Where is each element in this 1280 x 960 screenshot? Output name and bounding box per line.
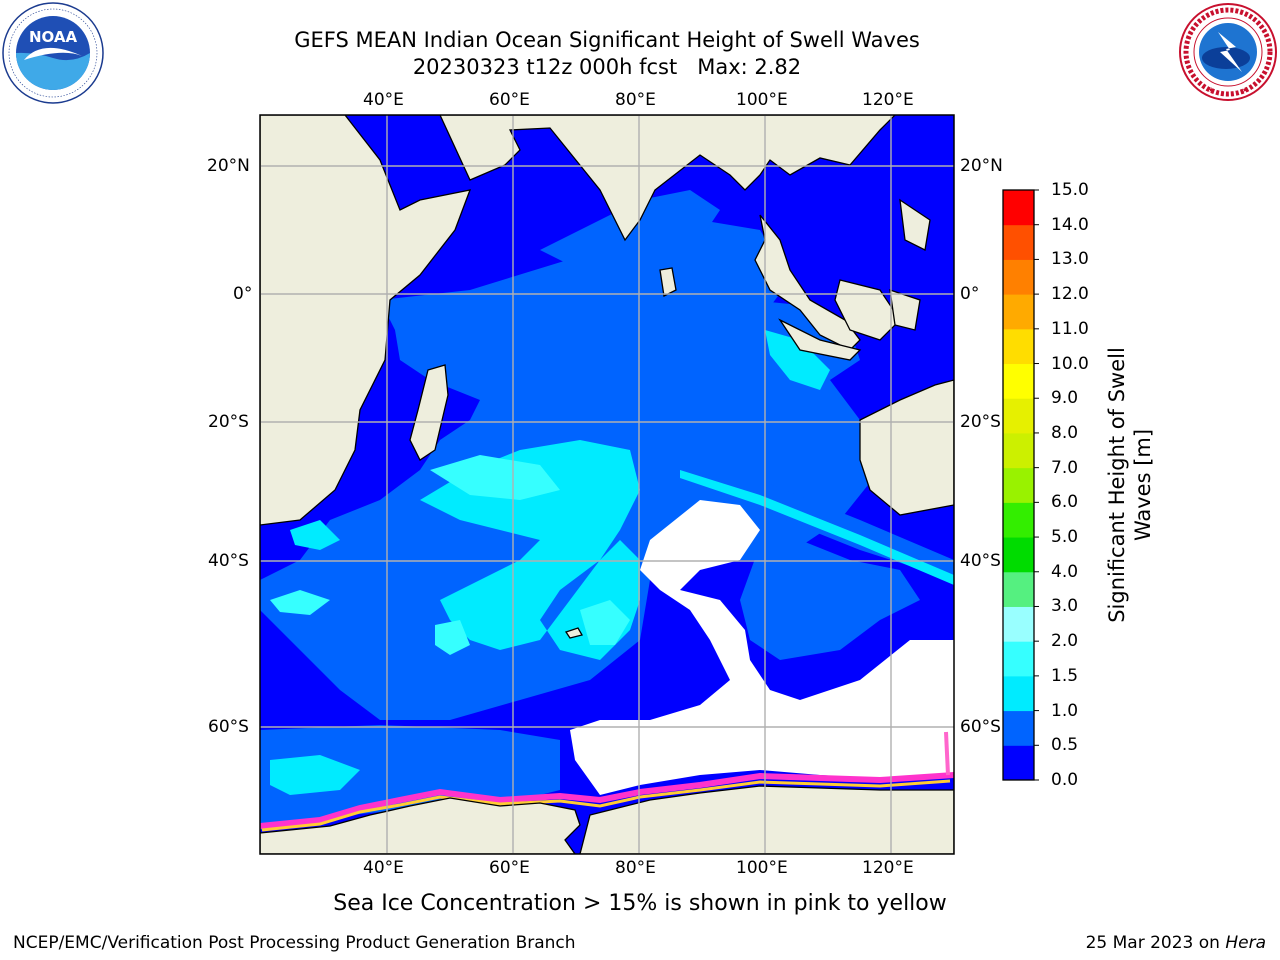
lat-label-left-60s: 60°S [208, 717, 249, 737]
lon-label-top-40e: 40°E [363, 90, 404, 110]
colorbar-swatch [1003, 710, 1034, 746]
colorbar-swatch [1003, 294, 1034, 330]
lat-label-left-0: 0° [233, 284, 253, 304]
colorbar-tick-label: 6.0 [1051, 492, 1079, 513]
lat-label-right-0: 0° [960, 284, 980, 304]
landmasses [260, 115, 954, 854]
lon-label-top-80e: 80°E [615, 90, 656, 110]
lon-label-top-60e: 60°E [489, 90, 530, 110]
colorbar-tick-label: 14.0 [1051, 214, 1089, 235]
lon-label-top-100e: 100°E [736, 90, 788, 110]
svg-text:★: ★ [1242, 86, 1248, 94]
lat-label-left-20n: 20°N [207, 156, 250, 176]
colorbar-tick-label: 0.0 [1051, 770, 1079, 790]
colorbar-swatch [1003, 432, 1034, 469]
colorbar-swatch [1003, 571, 1034, 607]
lat-label-right-20n: 20°N [960, 156, 1003, 176]
colorbar-tick-label: 3.0 [1051, 596, 1079, 617]
colorbar-swatch [1003, 537, 1034, 573]
sea-ice-edge-inner [261, 779, 951, 832]
footer-credit: NCEP/EMC/Verification Post Processing Pr… [13, 933, 576, 953]
kerguelen-island [564, 627, 583, 639]
map-frame [259, 114, 955, 855]
colorbar-swatch [1003, 641, 1034, 677]
colorbar-swatch [1003, 606, 1034, 642]
map-panel [260, 115, 954, 854]
colorbar-swatch [1003, 224, 1034, 260]
colorbar-tick-label: 1.5 [1051, 665, 1079, 686]
svg-text:★: ★ [1208, 86, 1214, 94]
colorbar [1002, 189, 1039, 781]
colorbar-tick-label: 12.0 [1051, 284, 1089, 305]
lon-label-bottom-100e: 100°E [736, 858, 788, 878]
colorbar-swatch [1003, 502, 1034, 538]
colorbar-tick-label: 11.0 [1051, 318, 1089, 339]
colorbar-swatch [1003, 467, 1034, 503]
colorbar-tick-label: 5.0 [1051, 527, 1079, 548]
sea-ice-caption: Sea Ice Concentration > 15% is shown in … [333, 891, 947, 916]
map-subtitle: 20230323 t12z 000h fcst Max: 2.82 [412, 55, 802, 79]
colorbar-swatch [1003, 745, 1034, 781]
colorbar-swatch [1003, 190, 1034, 226]
footer-date: 25 Mar 2023 on Hera [1086, 933, 1266, 953]
lon-label-bottom-120e: 120°E [862, 858, 914, 878]
colorbar-tick-label: 13.0 [1051, 249, 1089, 270]
colorbar-tick-label: 4.0 [1051, 561, 1079, 582]
colorbar-swatch [1003, 328, 1034, 365]
footer-date-text: 25 Mar 2023 on [1085, 933, 1226, 953]
colorbar-title: Significant Height of Swell Waves [m] [1105, 347, 1155, 623]
lon-label-bottom-60e: 60°E [489, 858, 530, 878]
colorbar-swatch [1003, 363, 1034, 399]
colorbar-swatch [1003, 398, 1034, 434]
noaa-logo-text: NOAA [29, 28, 78, 46]
colorbar-tick-label: 1.0 [1051, 700, 1079, 721]
colorbar-tick-label: 15.0 [1051, 180, 1089, 200]
lat-label-left-40s: 40°S [208, 551, 249, 571]
map-title: GEFS MEAN Indian Ocean Significant Heigh… [294, 28, 920, 52]
antarctica-landmass [260, 785, 954, 854]
swell-bands [260, 190, 954, 830]
colorbar-tick-label: 8.0 [1051, 422, 1079, 443]
lon-label-bottom-40e: 40°E [363, 858, 404, 878]
colorbar-tick-label: 0.5 [1051, 735, 1079, 756]
ice-free-region [570, 500, 954, 795]
colorbar-tick-label: 10.0 [1051, 353, 1089, 374]
sea-ice-edge [260, 772, 954, 829]
colorbar-tick-label: 9.0 [1051, 388, 1079, 409]
colorbar-tick-label: 7.0 [1051, 457, 1079, 478]
lat-label-right-60s: 60°S [960, 717, 1001, 737]
lon-label-bottom-80e: 80°E [615, 858, 656, 878]
australia-landmass [859, 379, 954, 516]
colorbar-swatch [1003, 675, 1034, 712]
noaa-logo: NOAA [2, 2, 104, 104]
colorbar-swatch [1003, 259, 1034, 295]
map-gridlines [260, 115, 954, 854]
lon-label-top-120e: 120°E [862, 90, 914, 110]
colorbar-tick-label: 2.0 [1051, 631, 1079, 652]
lat-label-left-20s: 20°S [208, 412, 249, 432]
lat-label-right-20s: 20°S [960, 412, 1001, 432]
sri-lanka-landmass [659, 267, 677, 297]
nws-logo: ★ ★ [1179, 3, 1277, 101]
footer-host: Hera [1225, 933, 1266, 953]
colorbar-frame [1002, 189, 1035, 781]
madagascar-landmass [409, 364, 449, 461]
lat-label-right-40s: 40°S [960, 551, 1001, 571]
